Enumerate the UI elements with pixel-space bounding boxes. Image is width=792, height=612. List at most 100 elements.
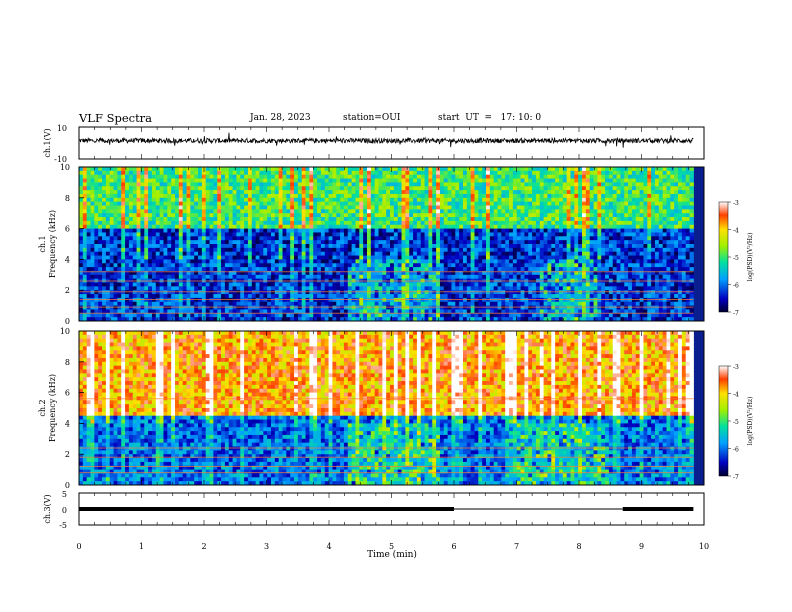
spectrogram-cell [363, 259, 368, 264]
spectrogram-cell [478, 186, 483, 191]
spectrogram-cell [305, 197, 310, 203]
spectrogram-cell [190, 201, 195, 206]
spectrogram-cell [413, 228, 418, 233]
spectrogram-cell [459, 205, 464, 210]
spectrogram-cell [175, 259, 180, 264]
spectrogram-cell [382, 182, 387, 187]
spectrogram-cell [374, 317, 380, 322]
spectrogram-cell [393, 240, 399, 245]
spectrogram-cell [128, 213, 134, 218]
spectrogram-cell [347, 309, 353, 314]
spectrogram-cell [432, 213, 437, 218]
spectrogram-cell [320, 174, 326, 180]
spectrogram-cell [167, 228, 172, 233]
spectrogram-cell [182, 178, 188, 183]
spectrogram-cell [155, 190, 161, 195]
spectrogram-cell [259, 263, 264, 268]
spectrogram-cell [213, 186, 218, 191]
spectrogram-cell [163, 301, 168, 307]
spectrogram-cell [232, 297, 237, 303]
spectrogram-cell [324, 294, 330, 299]
spectrogram-cell [125, 297, 130, 303]
spectrogram-cell [447, 224, 452, 230]
spectrogram-cell [470, 197, 475, 203]
spectrogram-cell [175, 178, 180, 183]
spectrogram-cell [148, 186, 153, 191]
spectrogram-cell [247, 170, 253, 176]
spectrogram-cell [136, 240, 141, 245]
spectrogram-cell [175, 290, 180, 295]
spectrogram-cell [416, 197, 422, 203]
spectrogram-cell [217, 205, 222, 210]
spectrogram-cell [240, 167, 245, 172]
spectrogram-cell [121, 240, 126, 245]
spectrogram-cell [171, 274, 176, 280]
spectrogram-cell [366, 294, 372, 299]
spectrogram-cell [462, 251, 468, 257]
spectrogram-cell [393, 213, 399, 218]
spectrogram-cell [201, 267, 207, 272]
spectrogram-cell [113, 209, 118, 214]
spectrogram-cell [355, 182, 360, 187]
spectrogram-cell [90, 282, 95, 287]
spectrogram-cell [328, 193, 333, 199]
spectrogram-cell [528, 313, 533, 318]
spectrogram-cell [447, 301, 452, 307]
spectrogram-cell [228, 174, 234, 180]
spectrogram-cell [512, 193, 518, 199]
spectrogram-cell [528, 274, 533, 280]
spectrogram-cell [374, 274, 380, 280]
spectrogram-cell [313, 224, 318, 230]
spectrogram-cell [286, 236, 291, 241]
spectrogram-cell [543, 244, 548, 249]
spectrogram-cell [259, 317, 264, 322]
spectrogram-cell [301, 301, 307, 307]
spectrogram-cell [332, 270, 337, 276]
spectrogram-cell [98, 236, 103, 241]
spectrogram-cell [171, 167, 176, 172]
spectrogram-cell [317, 255, 322, 260]
spectrogram-cell [355, 217, 360, 222]
spectrogram-cell [324, 182, 330, 187]
spectrogram-cell [274, 244, 280, 249]
spectrogram-cell [263, 270, 268, 276]
spectrogram-cell [466, 290, 472, 295]
spectrogram-cell [512, 274, 518, 280]
spectrogram-cell [466, 317, 472, 322]
spectrogram-cell [378, 297, 383, 303]
spectrogram-cell [305, 263, 310, 268]
spectrogram-cell [194, 282, 199, 287]
spectrogram-cell [267, 174, 272, 180]
spectrogram-cell [198, 205, 203, 210]
spectrogram-cell [482, 228, 487, 233]
spectrogram-cell [351, 224, 356, 230]
spectrogram-cell [163, 217, 168, 222]
spectrogram-cell [466, 205, 472, 210]
spectrogram-cell [324, 236, 330, 241]
spectrogram-cell [290, 309, 295, 314]
spectrogram-cell [493, 247, 499, 253]
spectrogram-cell [109, 259, 115, 264]
spectrogram-cell [178, 305, 184, 310]
spectrogram-cell [90, 205, 95, 210]
spectrogram-cell [524, 232, 529, 237]
spectrogram-cell [113, 197, 118, 203]
spectrogram-cell [501, 174, 506, 180]
spectrogram-cell [247, 190, 253, 195]
spectrogram-cell [332, 178, 337, 183]
spectrogram-cell [121, 201, 126, 206]
spectrogram-cell [378, 190, 383, 195]
spectrogram-cell [466, 197, 472, 203]
spectrogram-cell [432, 228, 437, 233]
spectrogram-cell [524, 201, 529, 206]
spectrogram-cell [232, 186, 237, 191]
spectrogram-cell [140, 213, 145, 218]
spectrogram-cell [524, 305, 529, 310]
spectrogram-cell [201, 240, 207, 245]
spectrogram-cell [462, 294, 468, 299]
spectrogram-cell [336, 255, 341, 260]
spectrogram-cell [155, 228, 161, 233]
spectrogram-cell [363, 170, 368, 176]
spectrogram-cell [393, 190, 399, 195]
spectrogram-cell [351, 197, 356, 203]
